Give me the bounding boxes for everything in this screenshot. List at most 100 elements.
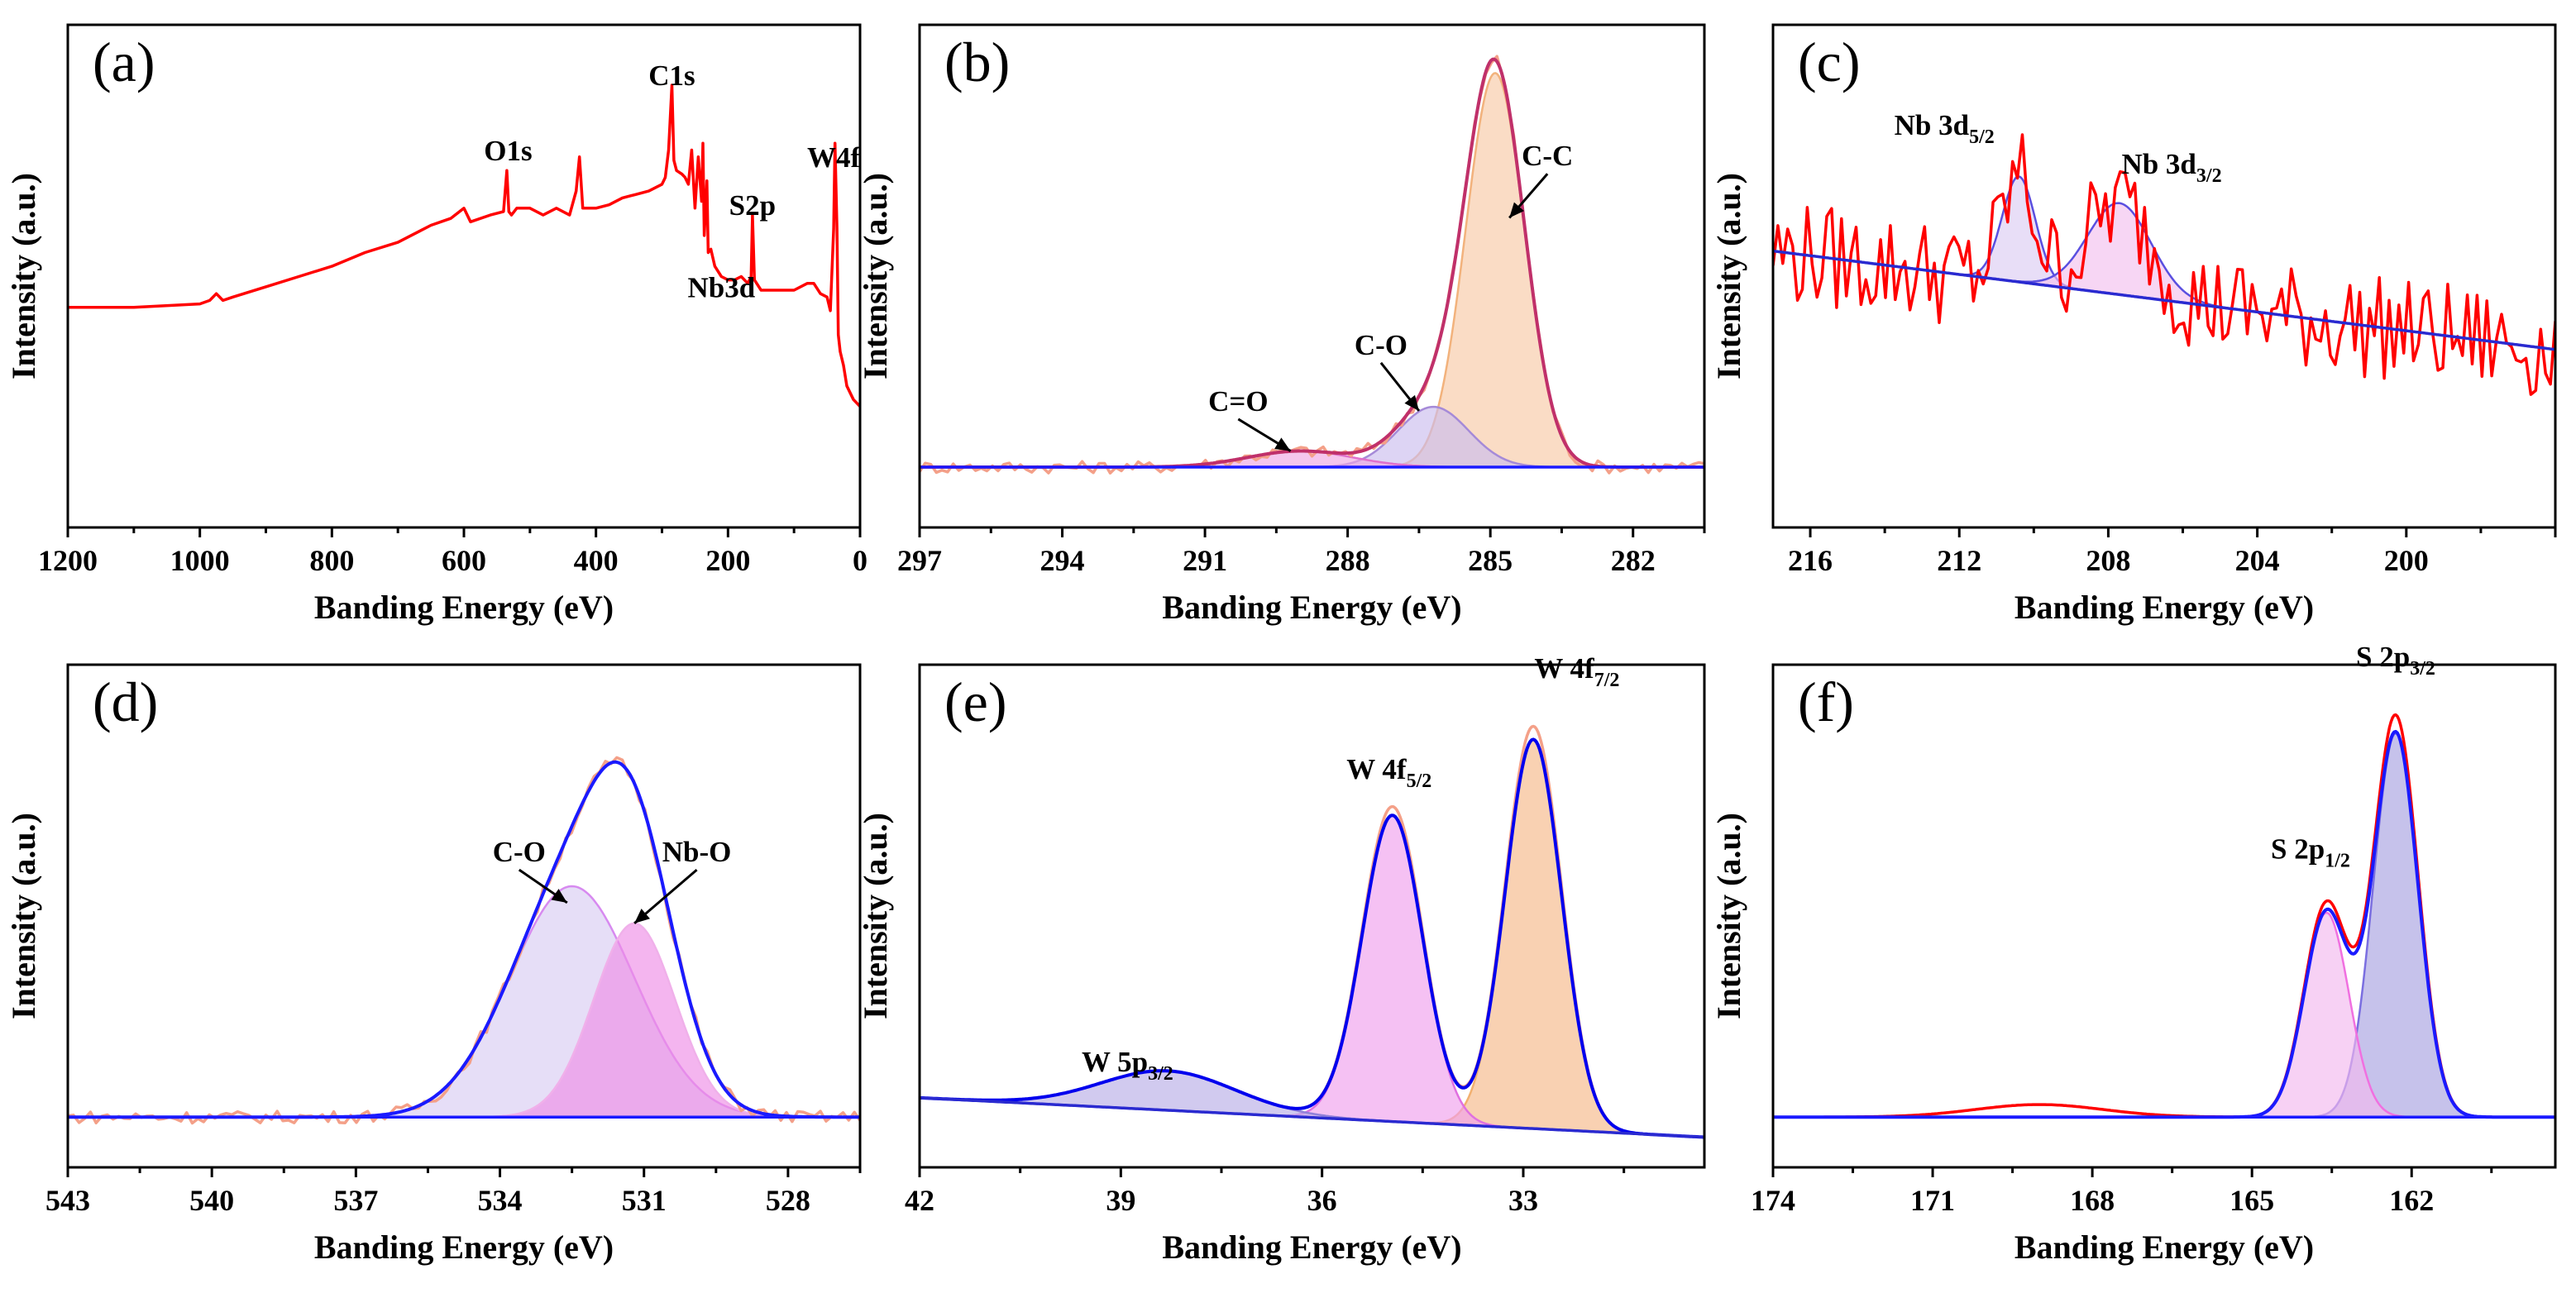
annotation-subscript: 3/2 [1148,1063,1173,1085]
peak-annotation: S 2p1/2 [2271,833,2350,871]
peak-annotation: C-O [493,836,546,868]
plot-frame [918,663,1706,1169]
x-tick-label: 600 [442,544,486,577]
annotation-text: Nb 3d [1895,109,1970,141]
peak-annotation: W 5p3/2 [1082,1046,1173,1085]
x-tick-label: 200 [2384,544,2429,577]
panel-label: (c) [1798,31,1860,93]
x-tick-label: 36 [1307,1184,1337,1217]
x-tick-label: 204 [2235,544,2280,577]
x-tick-label: 288 [1326,544,1370,577]
panel-a: 1200 1000 800 600 400 200 0 Banding Energy (eV)… [5,23,867,626]
x-tick-label: 200 [705,544,750,577]
annotation-arrowhead [634,909,650,923]
panel-label: (e) [944,670,1006,733]
x-tick-label: 540 [189,1184,234,1217]
plot-area [1773,133,2555,396]
x-axis-title: Banding Energy (eV) [2014,589,2314,626]
plot-frame [66,663,862,1169]
annotation-text: S 2p [2356,641,2410,673]
x-tick-label: 400 [574,544,619,577]
y-axis-title: Intensity (a.u.) [5,173,42,379]
y-axis-title: Intensity (a.u.) [5,813,42,1019]
annotation-text: C1s [648,60,695,92]
plot-frame [1771,23,2557,529]
x-tick-label: 537 [333,1184,378,1217]
peak-annotation: Nb3d [687,271,755,303]
peak-annotation: C=O [1208,385,1268,417]
x-tick-label: 174 [1751,1184,1795,1217]
annotation-arrowhead [551,889,567,903]
peak-annotation: C-O [1355,329,1407,361]
peak-annotation: W4f [807,141,861,174]
series-line-a-1 [68,83,860,408]
component-peak-e-1 [920,738,1704,1138]
x-tick-label: 291 [1183,544,1227,577]
annotation-subscript: 3/2 [2196,165,2222,187]
x-tick-label: 171 [1910,1184,1955,1217]
annotation-text: Nb3d [687,271,755,303]
annotation-text: W 4f [1534,652,1594,685]
plot-area [920,55,1704,475]
peak-annotation: C1s [648,60,695,92]
annotation-text: Nb 3d [2121,148,2196,180]
plot-area [68,756,860,1125]
series-line-d-1 [68,756,860,1125]
series-line-e-2 [920,737,1704,1139]
x-axis-title: Banding Energy (eV) [314,589,614,626]
series-line-c-2 [1773,249,2555,351]
component-peak-b-1 [920,72,1704,469]
annotation-text: S2p [729,189,776,222]
peak-annotation: S2p [729,189,776,222]
annotation-text: C-O [1355,329,1407,361]
x-tick-label: 282 [1611,544,1656,577]
annotation-arrowhead [1404,394,1419,411]
annotation-text: S 2p [2271,833,2325,865]
x-tick-label: 1000 [170,544,230,577]
plot-frame [1771,663,2557,1169]
x-tick-label: 208 [2086,544,2130,577]
peak-annotation: W 4f5/2 [1346,753,1431,792]
series-line-d-2 [68,760,860,1119]
plot-area [1773,713,2555,1119]
annotation-subscript: 5/2 [1969,126,1995,148]
peak-annotation: Nb 3d3/2 [2121,148,2221,187]
component-peak-d-1 [68,885,860,1119]
peak-annotation: O1s [484,135,532,167]
series-line-b-2 [920,57,1704,469]
x-tick-label: 39 [1106,1184,1135,1217]
series-line-b-1 [920,55,1704,475]
panel-f: 174 171 168 165 162 Banding Energy (eV) Intens… [1710,641,2557,1266]
peak-annotation: Nb 3d5/2 [1895,109,1995,148]
annotation-text: C-O [493,836,546,868]
x-tick-label: 543 [45,1184,90,1217]
annotation-text: Nb-O [662,836,732,868]
peak-annotation: S 2p3/2 [2356,641,2435,680]
panel-label: (b) [944,31,1010,93]
annotation-text: C=O [1208,385,1268,417]
annotation-arrowhead [1509,202,1525,218]
x-axis-title: Banding Energy (eV) [1162,1229,1461,1266]
panel-b: 297 294 291 288 285 282 Banding Energy (eV) Int… [857,23,1706,626]
x-tick-label: 297 [897,544,942,577]
x-tick-label: 162 [2389,1184,2434,1217]
x-tick-label: 528 [766,1184,810,1217]
panel-label: (f) [1798,670,1854,733]
annotation-text: W 5p [1082,1046,1148,1078]
x-tick-label: 285 [1468,544,1513,577]
x-tick-label: 165 [2230,1184,2274,1217]
x-axis-title: Banding Energy (eV) [314,1229,614,1266]
panel-label: (d) [93,670,158,733]
peak-annotation: C-C [1522,140,1573,172]
plot-area [920,724,1704,1139]
plot-frame [918,23,1706,529]
series-line-e-3 [920,1096,1704,1139]
x-axis-title: Banding Energy (eV) [1162,589,1461,626]
x-tick-label: 1200 [38,544,98,577]
annotation-subscript: 1/2 [2325,850,2350,871]
annotation-subscript: 3/2 [2410,658,2435,680]
x-tick-label: 800 [309,544,354,577]
panel-c: 216 212 208 204 200 Banding Energy (eV) Intens… [1710,23,2557,626]
annotation-subscript: 7/2 [1594,670,1620,691]
